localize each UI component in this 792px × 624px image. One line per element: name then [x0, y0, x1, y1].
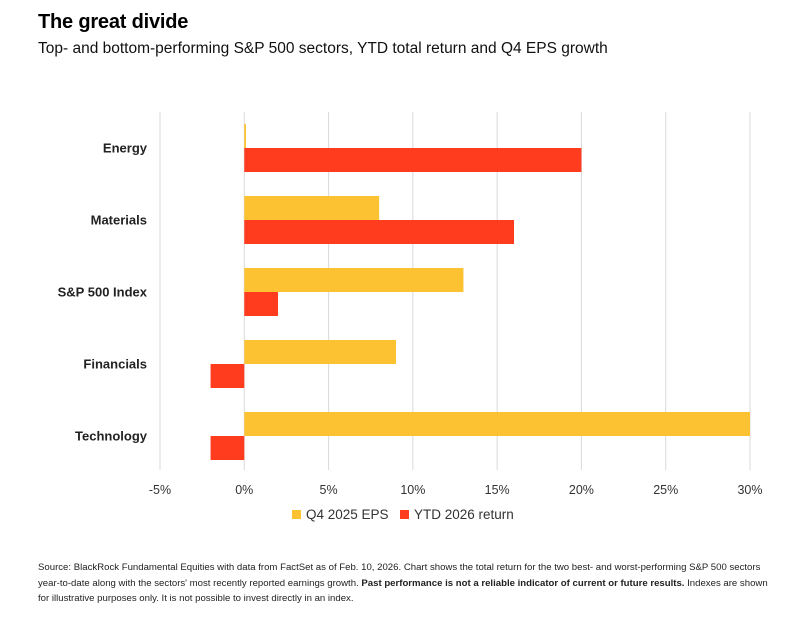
category-label-energy: Energy — [103, 140, 148, 155]
bar-ytd-2026-return-financials — [210, 364, 245, 388]
bar-q4-2025-eps-financials — [244, 340, 396, 364]
x-tick-label: 15% — [485, 483, 510, 497]
chart-subtitle: Top- and bottom-performing S&P 500 secto… — [38, 40, 608, 57]
bar-ytd-2026-return-materials — [244, 220, 515, 244]
source-disclaimer: Past performance is not a reliable indic… — [361, 577, 685, 589]
bar-q4-2025-eps-technology — [244, 412, 751, 436]
legend-swatch-ytd-2026-return — [400, 510, 409, 519]
bar-ytd-2026-return-technology — [210, 436, 245, 460]
category-label-financials: Financials — [83, 356, 147, 371]
x-tick-label: 20% — [569, 483, 594, 497]
bar-q4-2025-eps-energy — [244, 124, 246, 148]
x-tick-label: 10% — [400, 483, 425, 497]
category-labels: Energy Materials S&P 500 Index Financials Te… — [58, 140, 148, 443]
source-tail: Indexes are shown for illustrative purpo… — [38, 577, 768, 605]
legend-label-ytd-2026-return: YTD 2026 return — [414, 507, 514, 522]
category-label-technology: Technology — [75, 428, 148, 443]
bars — [210, 124, 751, 460]
category-label-sandp-500-index: S&P 500 Index — [58, 284, 148, 299]
category-label-materials: Materials — [91, 212, 147, 227]
legend: Q4 2025 EPS YTD 2026 return — [292, 507, 514, 522]
bar-q4-2025-eps-sandp-500-index — [244, 268, 464, 292]
legend-label-q4-2025-eps: Q4 2025 EPS — [306, 507, 389, 522]
bar-q4-2025-eps-materials — [244, 196, 380, 220]
bar-ytd-2026-return-energy — [244, 148, 582, 172]
bar-ytd-2026-return-sandp-500-index — [244, 292, 278, 316]
x-tick-label: 25% — [653, 483, 678, 497]
x-tick-label: 5% — [320, 483, 338, 497]
x-tick-label: -5% — [149, 483, 171, 497]
bar-chart: Energy Materials S&P 500 Index Financials Te… — [58, 112, 763, 522]
x-axis-tick-labels: -5% 0% 5% 10% 15% 20% 25% 30% — [149, 483, 763, 497]
chart-title: The great divide — [38, 11, 189, 33]
legend-swatch-q4-2025-eps — [292, 510, 301, 519]
source-text: Source: BlackRock Fundamental Equities w… — [38, 562, 761, 589]
x-tick-label: 30% — [737, 483, 762, 497]
source-note: Source: BlackRock Fundamental Equities w… — [38, 560, 768, 607]
x-tick-label: 0% — [235, 483, 253, 497]
